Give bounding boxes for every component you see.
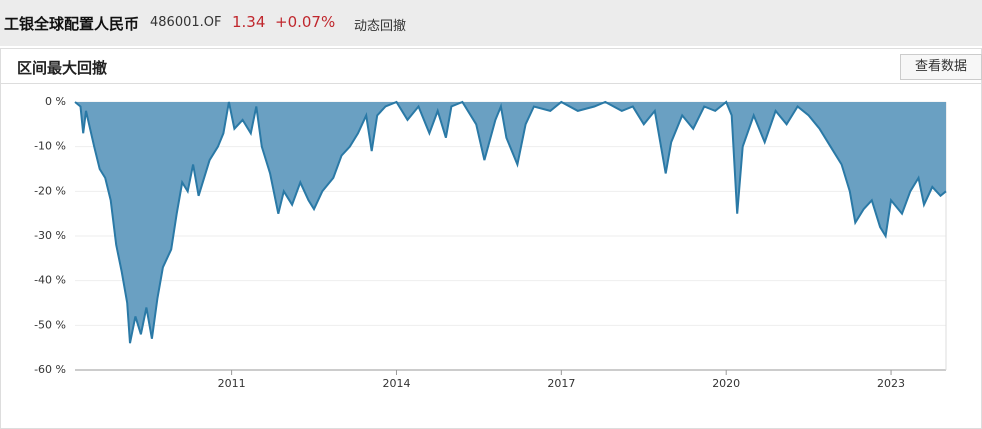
tab[interactable]: 动态回撤: [354, 19, 407, 34]
divider: [1, 83, 981, 84]
drawdown-line: [74, 100, 947, 344]
x-tick-label: 2020: [712, 377, 740, 390]
y-tick-label: -30 %: [34, 229, 66, 242]
x-tick-label: 2014: [382, 377, 410, 390]
price: 1.34: [232, 13, 266, 31]
x-tick-label: 2017: [547, 377, 575, 390]
change: +0.07%: [275, 13, 336, 31]
y-tick-label: 0 %: [45, 95, 66, 108]
y-tick-label: -50 %: [34, 318, 66, 331]
header: 工银全球配置人民币 486001.OF 1.34 +0.07% 动态回撤: [0, 0, 982, 46]
fund-code: 486001.OF: [150, 15, 222, 30]
fund-name: 工银全球配置人民币: [4, 15, 140, 33]
drawdown-area: [75, 102, 946, 344]
y-tick-label: -40 %: [34, 274, 66, 287]
x-tick-label: 2023: [877, 377, 905, 390]
view-data-button[interactable]: 查看数据: [900, 54, 982, 80]
chart: 0 % -10 % -20 % -30 % -40 % -50 % -60 % 2011 201…: [34, 95, 947, 390]
panel-title: 区间最大回撤: [17, 59, 108, 77]
y-tick-label: -10 %: [34, 140, 66, 153]
y-tick-label: -20 %: [34, 184, 66, 197]
y-tick-label: -60 %: [34, 363, 66, 376]
x-tick-label: 2011: [218, 377, 246, 390]
